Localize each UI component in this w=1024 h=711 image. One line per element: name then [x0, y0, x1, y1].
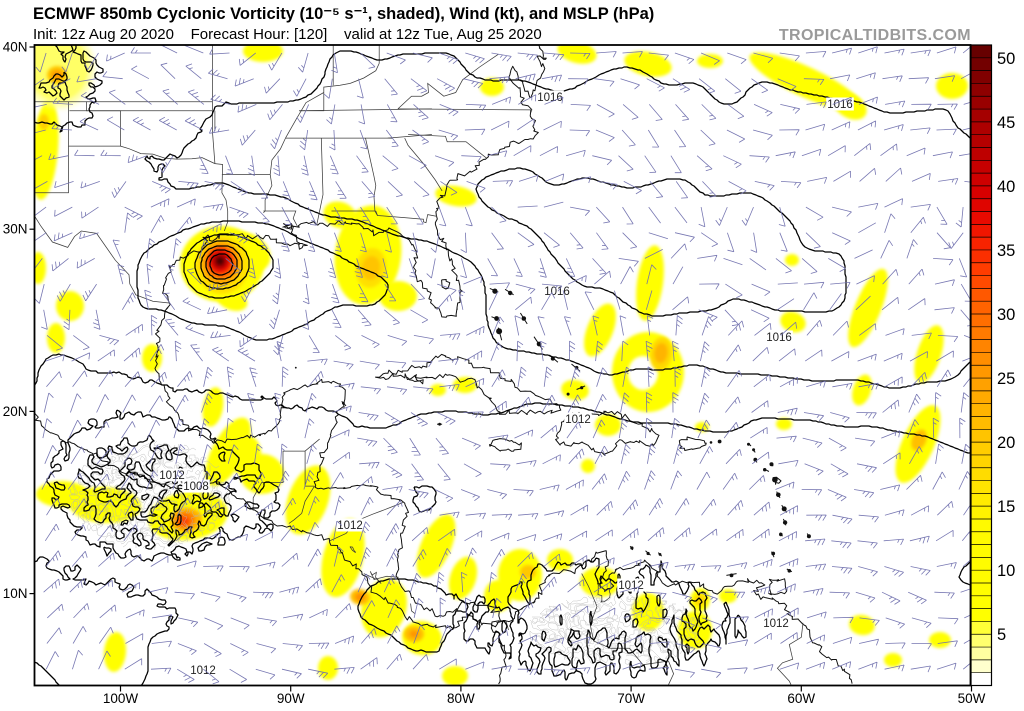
svg-text:10N: 10N — [3, 586, 28, 601]
svg-text:TROPICALTIDBITS.COM: TROPICALTIDBITS.COM — [779, 27, 971, 44]
svg-text:20N: 20N — [3, 404, 28, 419]
svg-text:20: 20 — [997, 434, 1015, 452]
svg-text:15: 15 — [997, 498, 1015, 516]
svg-text:35: 35 — [997, 242, 1015, 260]
svg-text:25: 25 — [997, 370, 1015, 388]
svg-text:1016: 1016 — [827, 99, 853, 111]
svg-text:50W: 50W — [958, 691, 986, 706]
svg-text:1012: 1012 — [190, 665, 216, 677]
svg-text:45: 45 — [997, 114, 1015, 132]
svg-text:1008: 1008 — [183, 481, 209, 493]
svg-text:1016: 1016 — [537, 92, 563, 104]
svg-text:1012: 1012 — [565, 414, 591, 426]
svg-text:50: 50 — [997, 50, 1015, 68]
svg-text:100W: 100W — [103, 691, 139, 706]
svg-text:40: 40 — [997, 178, 1015, 196]
svg-text:1016: 1016 — [766, 332, 792, 344]
svg-text:ECMWF 850mb Cyclonic Vorticity: ECMWF 850mb Cyclonic Vorticity (10⁻⁵ s⁻¹… — [33, 5, 654, 23]
svg-text:1016: 1016 — [544, 286, 570, 298]
svg-text:1012: 1012 — [337, 520, 363, 532]
svg-text:5: 5 — [997, 626, 1006, 644]
svg-text:40N: 40N — [3, 40, 28, 55]
svg-text:80W: 80W — [447, 691, 475, 706]
svg-text:70W: 70W — [617, 691, 645, 706]
svg-text:30: 30 — [997, 306, 1015, 324]
svg-text:1012: 1012 — [159, 470, 185, 482]
svg-text:10: 10 — [997, 562, 1015, 580]
svg-text:1012: 1012 — [763, 618, 789, 630]
svg-text:1012: 1012 — [618, 580, 644, 592]
svg-text:Init: 12z Aug 20 2020 Forec: Init: 12z Aug 20 2020 Forecast Hour: [12… — [33, 26, 542, 43]
svg-text:60W: 60W — [787, 691, 815, 706]
svg-text:90W: 90W — [277, 691, 305, 706]
svg-text:30N: 30N — [3, 222, 28, 237]
